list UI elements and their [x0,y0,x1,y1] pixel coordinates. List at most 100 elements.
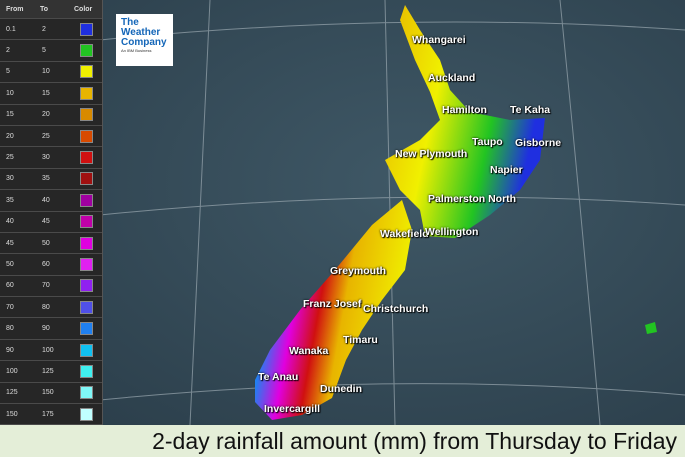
header-from: From [6,5,24,13]
to: 2 [42,25,46,33]
color-swatch [80,65,93,79]
logo: The Weather Company An IBM Business [116,14,173,66]
from: 90 [6,346,14,354]
color-swatch [80,108,93,122]
to: 100 [42,346,54,354]
legend-row: 125 150 [0,383,102,405]
legend-row: 70 80 [0,297,102,319]
from: 80 [6,325,14,333]
map [99,0,685,425]
to: 150 [42,389,54,397]
color-swatch [80,300,93,314]
color-swatch [80,343,93,357]
caption: 2-day rainfall amount (mm) from Thursday… [0,425,685,457]
logo-line: Weather [121,27,161,38]
legend-row: 60 70 [0,276,102,298]
to: 25 [42,132,50,140]
color-swatch [80,364,93,378]
city-label: Whangarei [412,34,466,46]
from: 30 [6,175,14,183]
header-to: To [40,5,49,13]
color-swatch [80,151,93,165]
from: 25 [6,154,14,162]
from: 70 [6,303,14,311]
legend-row: 30 35 [0,169,102,191]
city-label: Christchurch [363,303,429,315]
to: 80 [42,303,50,311]
legend: From To Color 0.1 2 2 5 5 10 10 15 15 20 20 25 25 30 3… [0,0,103,447]
color-swatch [80,257,93,271]
header-color: Color [74,5,93,13]
city-label: New Plymouth [395,148,468,160]
color-swatch [80,322,93,336]
color-swatch [80,407,93,421]
to: 70 [42,282,50,290]
city-label: Te Kaha [510,104,551,116]
from: 125 [6,389,18,397]
city-label: Palmerston North [428,193,517,205]
color-swatch [80,44,93,58]
legend-row: 80 90 [0,318,102,340]
legend-rows: 0.1 2 2 5 5 10 10 15 15 20 20 25 25 30 30 35 35 40 40 45 45 5… [0,19,102,447]
to: 35 [42,175,50,183]
city-label: Taupo [472,136,503,148]
logo-line: Company [121,37,167,48]
color-swatch [80,193,93,207]
legend-row: 20 25 [0,126,102,148]
from: 0.1 [6,25,16,33]
from: 20 [6,132,14,140]
city-label: Wellington [425,226,479,238]
from: 60 [6,282,14,290]
city-label: Te Anau [258,371,299,383]
logo-line: The [121,17,139,28]
to: 20 [42,111,50,119]
color-swatch [80,386,93,400]
legend-row: 35 40 [0,190,102,212]
from: 40 [6,218,14,226]
legend-row: 45 50 [0,233,102,255]
legend-row: 40 45 [0,212,102,233]
color-swatch [80,236,93,250]
city-label: Wakefield [380,228,429,240]
from: 2 [6,47,10,55]
city-label: Napier [490,164,523,176]
to: 50 [42,239,50,247]
color-swatch [80,279,93,293]
legend-row: 10 15 [0,83,102,105]
from: 45 [6,239,14,247]
to: 60 [42,260,50,268]
to: 5 [42,47,46,55]
south-island [255,200,412,420]
from: 100 [6,367,18,375]
from: 15 [6,111,14,119]
legend-header: From To Color [0,0,102,19]
city-label: Gisborne [515,137,562,149]
to: 45 [42,218,50,226]
to: 10 [42,68,50,76]
from: 50 [6,260,14,268]
to: 30 [42,154,50,162]
city-label: Timaru [343,334,378,346]
legend-row: 15 20 [0,105,102,126]
color-swatch [80,22,93,36]
city-label: Greymouth [330,265,387,277]
city-label: Auckland [428,72,476,84]
legend-row: 5 10 [0,62,102,84]
legend-row: 0.1 2 [0,19,102,41]
legend-row: 50 60 [0,254,102,276]
color-swatch [80,215,93,229]
color-swatch [80,172,93,186]
to: 15 [42,89,50,97]
legend-row: 90 100 [0,340,102,362]
color-swatch [80,129,93,143]
legend-row: 100 125 [0,361,102,383]
to: 175 [42,410,54,418]
city-label: Hamilton [442,104,487,116]
to: 40 [42,196,50,204]
from: 5 [6,68,10,76]
city-label: Wanaka [289,345,329,357]
chatham-island [645,322,657,334]
to: 125 [42,367,54,375]
